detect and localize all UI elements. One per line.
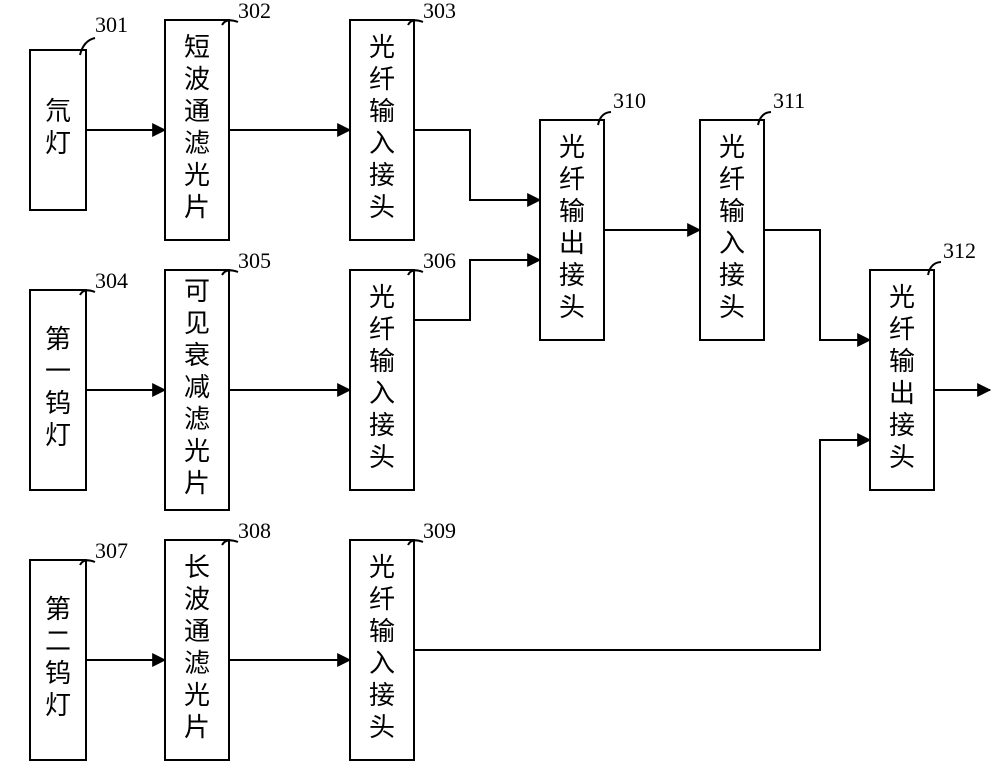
node-n305: 可见衰减滤光片: [165, 270, 229, 510]
ref-label-306: 306: [408, 248, 456, 275]
node-n301: 氘灯: [30, 50, 86, 210]
edge-n303-n310: [414, 130, 540, 200]
node-n302: 短波通滤光片: [165, 20, 229, 240]
ref-number: 304: [95, 268, 128, 293]
ref-number: 306: [423, 248, 456, 273]
node-n306: 光纤输入接头: [350, 270, 414, 490]
ref-label-308: 308: [222, 518, 271, 545]
node-n307: 第二钨灯: [30, 560, 86, 760]
ref-number: 307: [95, 538, 128, 563]
ref-number: 303: [423, 0, 456, 23]
edge-n309-n312: [414, 440, 870, 650]
ref-number: 301: [95, 12, 128, 37]
ref-label-305: 305: [222, 248, 271, 275]
ref-number: 310: [613, 88, 646, 113]
ref-label-307: 307: [80, 538, 128, 565]
ref-number: 305: [238, 248, 271, 273]
node-n308: 长波通滤光片: [165, 540, 229, 760]
node-n312: 光纤输出接头: [870, 270, 934, 490]
node-n304: 第一钨灯: [30, 290, 86, 490]
node-label: 可见衰减滤光片: [184, 277, 210, 498]
ref-number: 308: [238, 518, 271, 543]
ref-number: 309: [423, 518, 456, 543]
ref-label-301: 301: [80, 12, 128, 55]
ref-label-303: 303: [408, 0, 456, 25]
ref-label-302: 302: [222, 0, 271, 25]
ref-label-309: 309: [408, 518, 456, 545]
node-n303: 光纤输入接头: [350, 20, 414, 240]
node-n309: 光纤输入接头: [350, 540, 414, 760]
optical-fiber-block-diagram: 氘灯短波通滤光片光纤输入接头第一钨灯可见衰减滤光片光纤输入接头第二钨灯长波通滤光…: [0, 0, 1000, 784]
ref-number: 311: [773, 88, 805, 113]
ref-number: 312: [943, 238, 976, 263]
ref-label-311: 311: [758, 88, 805, 125]
ref-label-310: 310: [598, 88, 646, 125]
ref-label-304: 304: [80, 268, 128, 295]
edge-n311-n312: [764, 230, 870, 340]
ref-label-312: 312: [928, 238, 976, 275]
node-n311: 光纤输入接头: [700, 120, 764, 340]
ref-number: 302: [238, 0, 271, 23]
node-n310: 光纤输出接头: [540, 120, 604, 340]
